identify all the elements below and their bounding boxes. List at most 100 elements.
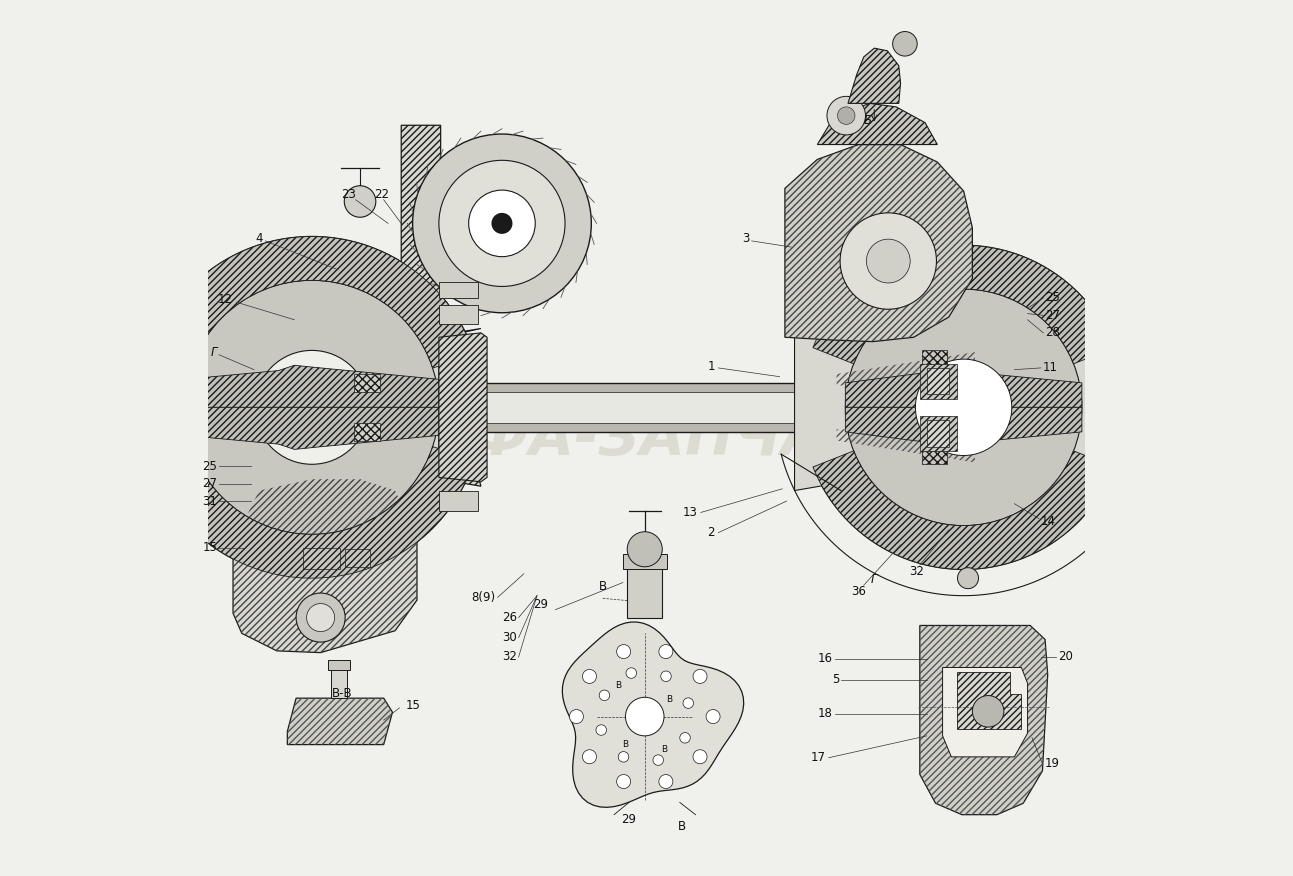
Text: 20: 20 (1058, 651, 1073, 663)
Polygon shape (846, 371, 1082, 407)
Text: 14: 14 (1041, 515, 1055, 527)
Text: 32: 32 (502, 651, 517, 663)
Circle shape (627, 532, 662, 567)
Polygon shape (848, 48, 900, 103)
Text: 5: 5 (831, 674, 839, 686)
Circle shape (683, 698, 693, 709)
Circle shape (617, 774, 631, 788)
Circle shape (468, 190, 535, 257)
Text: 25: 25 (203, 460, 217, 472)
Circle shape (582, 669, 596, 683)
Polygon shape (785, 145, 972, 342)
Circle shape (626, 668, 636, 678)
Text: В: В (599, 581, 606, 593)
Circle shape (626, 697, 665, 736)
Text: 3: 3 (742, 232, 750, 244)
Text: В-В: В-В (332, 688, 353, 700)
Polygon shape (185, 365, 438, 407)
Circle shape (124, 451, 141, 469)
Text: 27: 27 (202, 477, 217, 490)
Text: В: В (622, 740, 628, 749)
Text: Г: Г (211, 346, 217, 358)
Bar (919, 416, 957, 451)
Bar (303, 548, 340, 569)
Text: Г: Г (871, 574, 878, 586)
Text: 12: 12 (219, 293, 233, 306)
Circle shape (653, 755, 663, 766)
Circle shape (582, 750, 596, 764)
Circle shape (412, 134, 591, 313)
Polygon shape (354, 423, 380, 441)
Bar (362, 383, 975, 432)
Polygon shape (150, 237, 475, 368)
Polygon shape (401, 125, 481, 486)
Circle shape (596, 724, 606, 735)
Polygon shape (185, 407, 438, 449)
Circle shape (306, 604, 335, 632)
Polygon shape (122, 336, 145, 479)
Bar (327, 660, 349, 670)
Bar (919, 364, 957, 399)
Circle shape (124, 346, 141, 364)
Bar (438, 282, 478, 298)
Text: 36: 36 (851, 585, 866, 597)
Circle shape (915, 359, 1012, 456)
Text: Б: Б (864, 115, 871, 127)
Bar (927, 420, 949, 447)
Text: 31: 31 (203, 495, 217, 507)
Polygon shape (813, 451, 1115, 569)
Text: 1: 1 (707, 360, 715, 372)
Text: 8(9): 8(9) (472, 591, 495, 604)
Circle shape (846, 289, 1082, 526)
Text: 27: 27 (1045, 309, 1060, 321)
Text: 15: 15 (203, 541, 217, 554)
Bar (927, 368, 949, 394)
Text: 29: 29 (534, 598, 548, 611)
Circle shape (599, 690, 610, 701)
Text: 30: 30 (502, 632, 517, 644)
Bar (438, 491, 478, 511)
Circle shape (838, 107, 855, 124)
Polygon shape (354, 374, 380, 392)
Text: В: В (666, 695, 672, 703)
Circle shape (840, 213, 936, 309)
Circle shape (618, 752, 628, 762)
Text: 18: 18 (817, 708, 833, 720)
Circle shape (693, 750, 707, 764)
Text: АЛЬФА-ЗАПЧАСТИ: АЛЬФА-ЗАПЧАСТИ (334, 409, 959, 467)
Text: 4: 4 (255, 232, 262, 244)
Circle shape (659, 774, 672, 788)
Circle shape (617, 645, 631, 659)
Polygon shape (438, 333, 487, 482)
Circle shape (958, 568, 979, 589)
Text: 15: 15 (406, 699, 420, 711)
Text: 22: 22 (375, 188, 389, 201)
Circle shape (802, 245, 1126, 569)
Text: 29: 29 (622, 814, 636, 826)
Circle shape (185, 280, 438, 534)
Bar (623, 554, 667, 569)
Circle shape (659, 645, 672, 659)
Polygon shape (1126, 337, 1147, 477)
Circle shape (706, 710, 720, 724)
Bar (331, 661, 347, 698)
Circle shape (661, 671, 671, 682)
Text: В: В (615, 682, 622, 690)
Text: В: В (678, 820, 685, 832)
Text: 26: 26 (502, 611, 517, 624)
Polygon shape (837, 352, 975, 463)
Polygon shape (919, 625, 1047, 815)
Circle shape (491, 213, 512, 234)
Bar (438, 305, 478, 324)
Circle shape (255, 350, 369, 464)
Polygon shape (150, 447, 475, 578)
Bar (922, 449, 946, 464)
Polygon shape (287, 698, 393, 745)
Polygon shape (794, 324, 1023, 491)
Circle shape (438, 160, 565, 286)
Polygon shape (817, 103, 937, 145)
Polygon shape (813, 245, 1115, 364)
Circle shape (828, 96, 865, 135)
Text: 28: 28 (1045, 327, 1060, 339)
Bar (922, 350, 946, 365)
